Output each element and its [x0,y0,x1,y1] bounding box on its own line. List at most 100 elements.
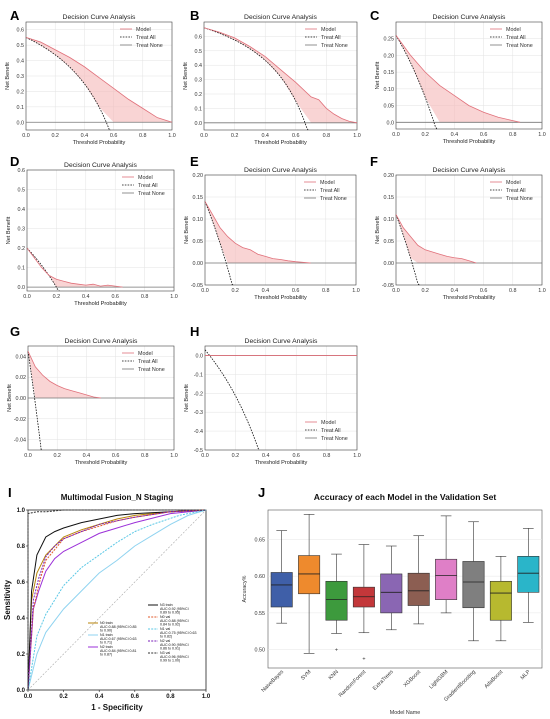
y-tick-label: -0.1 [194,372,203,378]
y-tick-label: 0.00 [16,396,27,402]
dca-panel-g: G Decision Curve Analysis 0.0 0.2 0.4 0.6 0.8 1… [7,324,178,466]
chart-title: Decision Curve Analysis [64,162,138,169]
model-line [27,351,102,399]
chart-title: Decision Curve Analysis [65,338,139,345]
x-tick-label: 0.6 [110,133,118,139]
y-axis-label: Net Benefit [184,216,190,244]
legend-entry: Model [506,180,521,186]
y-tick-label: 0.60 [255,574,266,580]
legend-entry: AUC:0.88 (95%CI [160,619,189,623]
x-tick-label: 1.0 [170,294,178,300]
legend-entry: AUC:0.96 (95%CI [160,655,189,659]
y-tick-label: 0.4 [195,63,203,69]
x-tick-label: 0.2 [421,288,429,294]
legend-entry: 0.89 to 0.95) [160,611,180,615]
box-iqr [435,558,458,600]
treat-all-line [395,35,438,130]
legend-entry: Treat None [138,367,165,373]
x-axis-label: Threshold Probability [255,460,308,466]
x-tick-label: 0.2 [421,132,429,138]
y-tick-label: 0.6 [195,34,203,40]
x-tick-label: 0.2 [51,133,59,139]
y-tick-label: -0.05 [382,283,394,289]
chart-title: Decision Curve Analysis [63,14,137,21]
y-tick-label: 0.15 [193,195,204,201]
panel-letter: C [370,8,380,23]
y-tick-label: 0.02 [16,375,27,381]
chart-title: Decision Curve Analysis [433,167,507,174]
x-tick-label: SVM [300,669,313,682]
y-tick-label: 0.05 [193,239,204,245]
legend-entry: N1 val [160,627,170,631]
y-tick-label: 0.5 [18,188,26,194]
model-benefit-area [396,35,521,123]
treat-all-line [395,214,420,286]
legend-entry: Model [136,27,151,33]
x-tick-label: 0.6 [480,132,488,138]
x-axis-label: Threshold Probability [443,139,496,145]
y-tick-label: 0.20 [384,173,395,179]
legend-entry: Model [138,351,153,357]
dca-panel-c: C Decision Curve Analysis 0.0 0.2 0.4 0.6 0.8 1… [370,8,546,145]
y-tick-label: 0.1 [18,266,26,272]
y-tick-label: 0.3 [18,227,26,233]
y-tick-label: 0.55 [255,611,266,617]
plot-frame [26,169,175,292]
box-svm: SVM [298,514,321,682]
y-tick-label: 0.0 [387,120,395,126]
legend-entry: AUC:0.84 (95%CI 0.81 [100,649,137,653]
y-tick-label: 0.6 [18,168,26,174]
x-tick-label: 1.0 [353,453,361,459]
panel-letter: H [190,324,199,339]
legend-entry: Model [321,27,336,33]
x-tick-label: 0.6 [292,133,300,139]
y-tick-label: -0.3 [194,410,203,416]
y-axis-label: Net Benefit [7,384,13,412]
roc-curve [27,509,207,691]
model-benefit-area [26,37,172,123]
x-tick-label: 0.4 [83,453,91,459]
x-tick-label: 1.0 [538,132,546,138]
roc-curve [27,509,206,690]
box-panel-j: J Accuracy of each Model in the Validatio… [242,485,543,716]
x-tick-label: 0.0 [201,288,209,294]
legend-entry: Treat All [506,188,526,194]
treat-all-line [25,37,111,131]
box-iqr [325,580,348,621]
legend-entry: to 0.71) [100,641,112,645]
legend-entry: N2 train [100,645,113,649]
y-axis-label: Accuracy% [242,575,248,602]
x-axis-label: Threshold Probability [254,140,307,146]
y-tick-label: 0.15 [384,195,395,201]
legend-entry: Model [320,180,335,186]
box-mlp: MLP [517,528,540,681]
outlier-marker: + [362,656,365,662]
box-iqr [407,572,430,606]
y-tick-label: 0.0 [17,120,25,126]
model-line [26,247,123,288]
x-tick-label: 1.0 [168,133,176,139]
panel-letter: B [190,8,199,23]
model-benefit-area [204,27,357,123]
x-tick-label: LightGBM [428,669,450,691]
x-tick-label: 0.6 [480,288,488,294]
dca-panel-a: A Decision Curve Analysis 0.0 0.2 0.4 0.6 0.8 1… [5,8,176,146]
legend-entry: Treat All [321,35,341,41]
y-axis-label: Sensitivity [3,579,12,620]
x-tick-label: MLP [520,669,532,681]
y-tick-label: 0.2 [17,89,25,95]
x-tick-label: 0.4 [262,453,270,459]
plot-frame [204,345,358,451]
x-tick-label: 1.0 [170,453,178,459]
model-benefit-area [205,201,311,263]
y-tick-label: -0.4 [194,429,203,435]
y-tick-label: -0.02 [14,417,26,423]
chart-title: Decision Curve Analysis [244,14,318,21]
y-tick-label: 0.4 [17,616,26,622]
y-tick-label: 0.50 [255,648,266,654]
x-tick-label: 0.6 [292,288,300,294]
box-iqr [517,555,540,593]
panel-letter: A [10,8,20,23]
model-line [395,214,477,264]
legend-entry: Treat All [136,35,156,41]
